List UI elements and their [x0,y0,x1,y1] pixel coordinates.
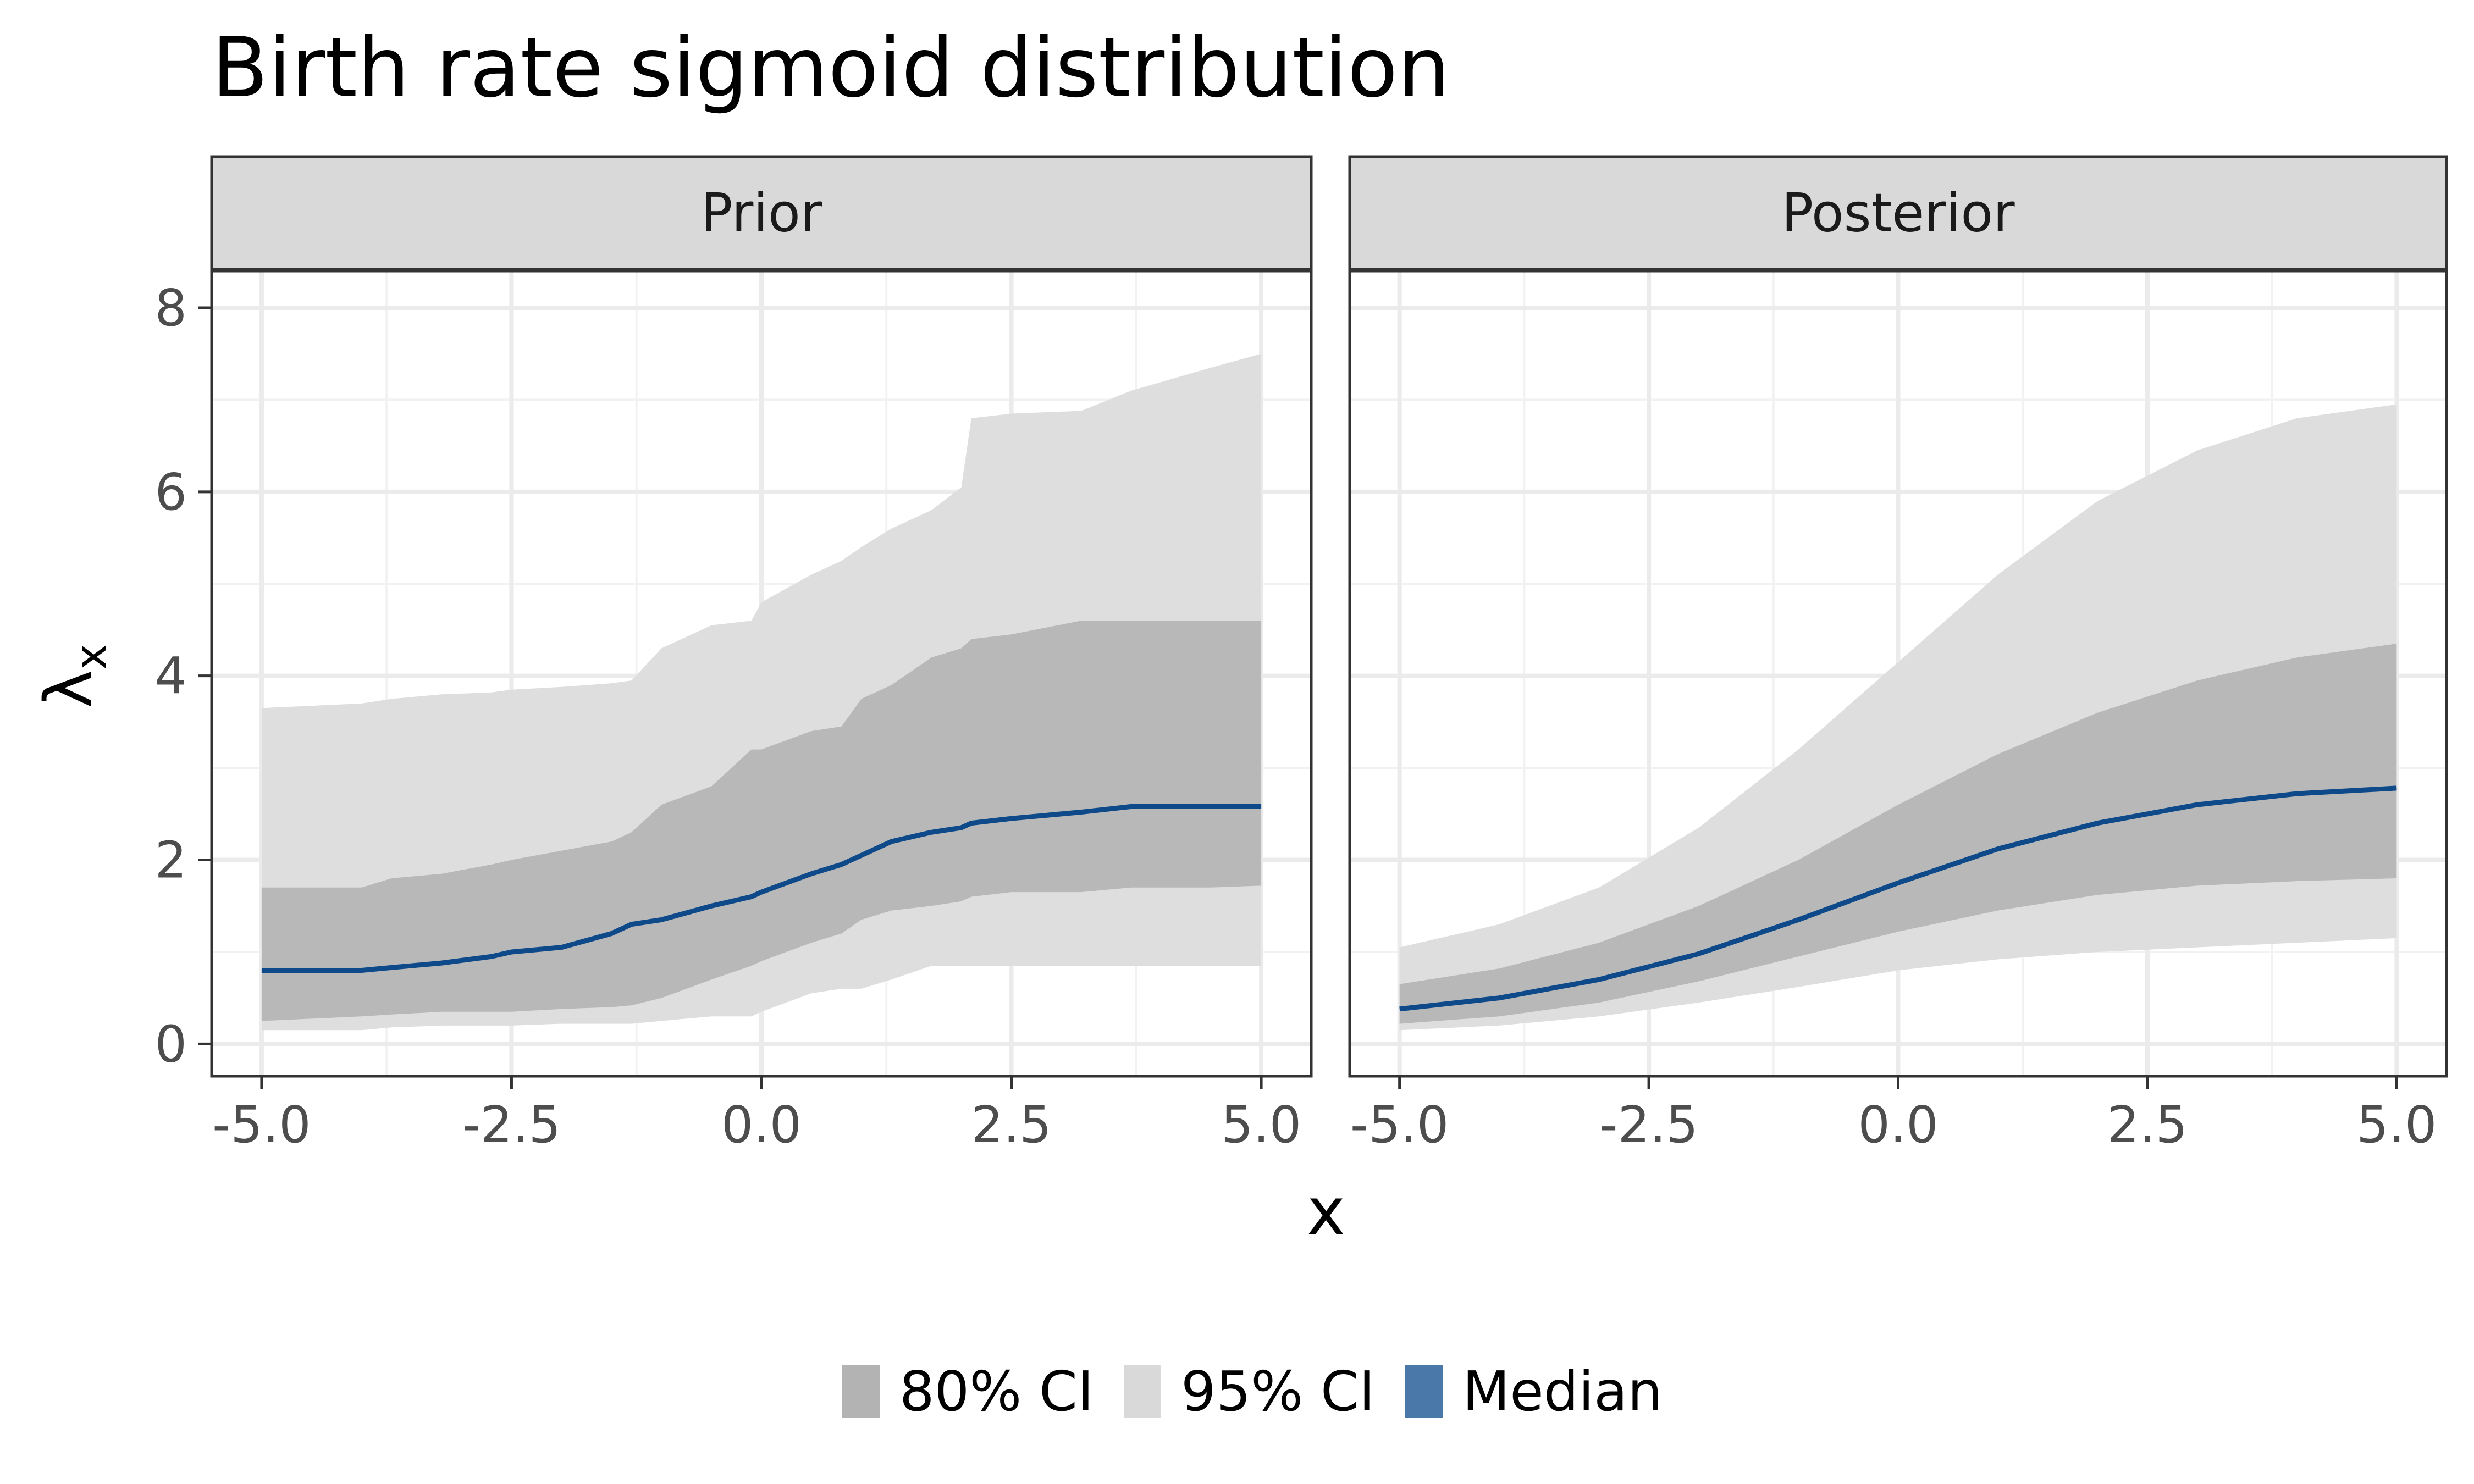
x-tick-label: 2.5 [971,1095,1051,1154]
panel-posterior: Posterior -5.0 -2.5 0.0 2.5 5.0 [1348,155,2448,1154]
x-tick-label: -5.0 [212,1095,311,1154]
x-tick-label: 5.0 [2356,1095,2437,1154]
facet-strip-label: Posterior [1781,182,2015,244]
legend-label-95-ci: 95% CI [1181,1359,1375,1424]
facet-panels: Prior -5.0 -2.5 0.0 2.5 5.0 Posterior -5.0 -2.5 0… [210,155,2448,1154]
y-tick-label: 8 [154,279,187,337]
x-tick-label: 0.0 [1858,1095,1938,1154]
y-axis-title-subscript: x [65,644,117,669]
legend-swatch-95-ci [1124,1365,1161,1418]
legend-swatch-median [1405,1365,1443,1418]
x-tick-label: -2.5 [1599,1095,1698,1154]
x-axis-title: x [1307,1173,1345,1249]
y-tick-label: 0 [154,1015,187,1073]
x-tick-label: 2.5 [2107,1095,2188,1154]
chart-title: Birth rate sigmoid distribution [212,20,1450,116]
x-tick-label: -2.5 [462,1095,561,1154]
median-line [1399,785,2397,1012]
ribbon-80-ci [261,621,1262,1021]
y-axis-title-symbol: λ [30,670,106,708]
y-axis: 0 2 4 6 8 [154,279,212,1073]
y-tick-label: 6 [154,463,187,522]
ribbon-80-ci [1399,644,2397,1024]
legend-label-80-ci: 80% CI [899,1359,1094,1424]
y-tick-label: 2 [154,831,187,890]
x-tick-label: -5.0 [1350,1095,1449,1154]
facet-strip [1348,155,2448,271]
median-line [261,804,1262,973]
x-tick-label: 5.0 [1221,1095,1301,1154]
y-axis-title: λx [30,644,117,708]
facet-strip [210,155,1313,271]
x-tick-label: 0.0 [721,1095,802,1154]
y-tick-label: 4 [154,647,187,706]
legend: 80% CI 95% CI Median [842,1359,1663,1424]
legend-swatch-80-ci [842,1365,880,1418]
facet-strip-label: Prior [701,182,822,244]
legend-label-median: Median [1462,1359,1663,1424]
panel-prior: Prior -5.0 -2.5 0.0 2.5 5.0 [210,155,1313,1154]
